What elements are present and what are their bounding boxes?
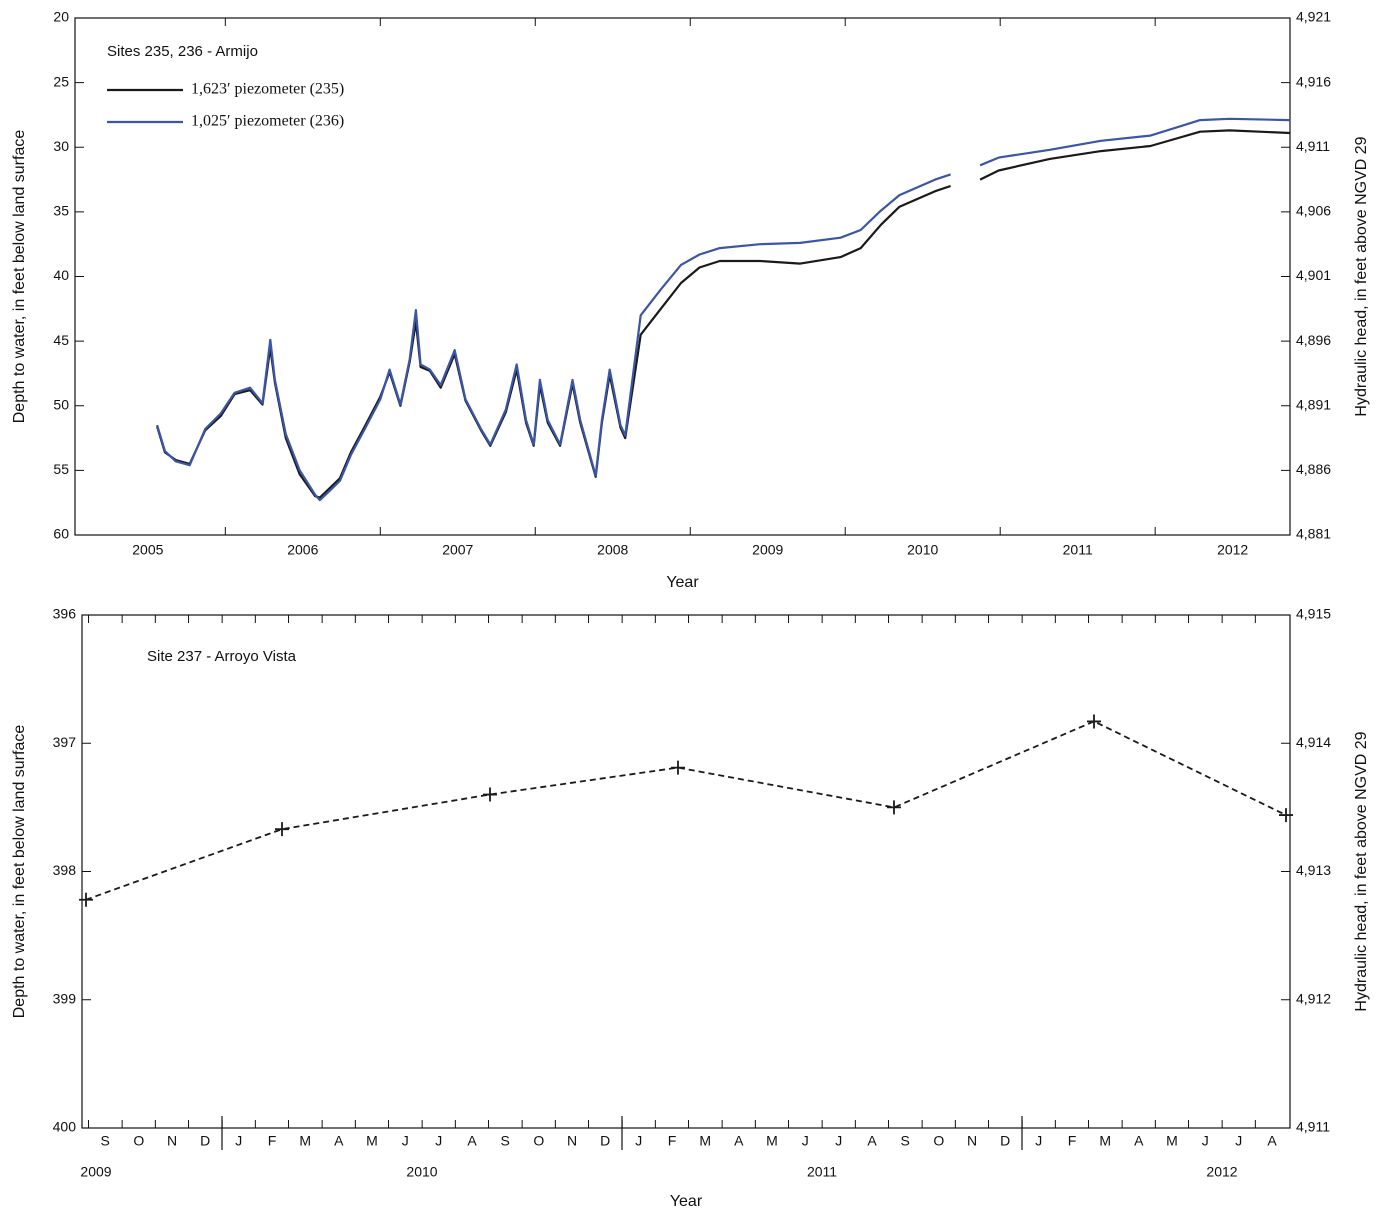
series-line xyxy=(85,720,1287,901)
y-tick-label: 30 xyxy=(53,138,69,154)
x-tick-label: O xyxy=(133,1133,144,1149)
y2-tick-label: 4,912 xyxy=(1296,990,1331,1006)
x-tick-label: J xyxy=(1035,1133,1042,1149)
x-tick-label: N xyxy=(967,1133,977,1149)
x-tick-label: 2011 xyxy=(1063,542,1093,558)
y2-tick-label: 4,915 xyxy=(1296,606,1331,622)
data-point xyxy=(275,822,289,837)
panel-title: Site 237 - Arroyo Vista xyxy=(147,648,297,665)
y2-axis-label: Hydraulic head, in feet above NGVD 29 xyxy=(1353,731,1370,1011)
series-line xyxy=(156,129,1291,499)
y2-axis-label: Hydraulic head, in feet above NGVD 29 xyxy=(1353,136,1370,416)
y2-tick-label: 4,914 xyxy=(1296,734,1331,750)
y2-tick-label: 4,906 xyxy=(1296,203,1331,219)
y-tick-label: 60 xyxy=(53,526,69,542)
y-tick-label: 40 xyxy=(53,267,69,283)
y2-tick-label: 4,911 xyxy=(1296,1119,1330,1135)
x-tick-label: N xyxy=(167,1133,177,1149)
data-point xyxy=(79,892,93,907)
y2-tick-label: 4,881 xyxy=(1296,526,1331,542)
legend-label: 1,025′ piezometer (236) xyxy=(191,113,344,130)
x-tick-label: 2006 xyxy=(287,542,318,558)
y2-tick-label: 4,921 xyxy=(1296,9,1331,25)
x-tick-label: A xyxy=(734,1133,744,1149)
data-point xyxy=(671,760,685,775)
y-tick-label: 35 xyxy=(53,203,69,219)
y2-tick-label: 4,891 xyxy=(1296,396,1331,412)
y-tick-label: 25 xyxy=(53,73,69,89)
x-tick-label: S xyxy=(101,1133,110,1149)
y2-tick-label: 4,886 xyxy=(1296,461,1331,477)
x-tick-label: A xyxy=(1267,1133,1277,1149)
x-tick-label: J xyxy=(835,1133,842,1149)
y2-tick-label: 4,901 xyxy=(1296,267,1331,283)
x-tick-label: M xyxy=(366,1133,378,1149)
x-tick-label: J xyxy=(1202,1133,1209,1149)
x-tick-label: D xyxy=(200,1133,210,1149)
x-tick-label: 2007 xyxy=(442,542,473,558)
x-tick-label: S xyxy=(901,1133,910,1149)
y-tick-label: 20 xyxy=(53,9,69,25)
x-tick-label: J xyxy=(1235,1133,1242,1149)
y-tick-label: 55 xyxy=(53,461,69,477)
series-line xyxy=(156,117,1291,502)
x-tick-label: 2005 xyxy=(132,542,163,558)
x-tick-label: M xyxy=(1099,1133,1111,1149)
year-label: 2010 xyxy=(406,1164,437,1180)
x-axis-label: Year xyxy=(670,1193,703,1210)
year-label: 2009 xyxy=(80,1164,111,1180)
x-tick-label: M xyxy=(299,1133,311,1149)
x-tick-label: A xyxy=(334,1133,344,1149)
x-tick-label: J xyxy=(402,1133,409,1149)
x-tick-label: A xyxy=(1134,1133,1144,1149)
year-label: 2011 xyxy=(807,1164,837,1180)
x-tick-label: N xyxy=(567,1133,577,1149)
y2-tick-label: 4,916 xyxy=(1296,73,1331,89)
x-tick-label: M xyxy=(699,1133,711,1149)
y-axis-label: Depth to water, in feet below land surfa… xyxy=(11,725,28,1019)
x-tick-label: 2010 xyxy=(907,542,938,558)
data-point xyxy=(1279,808,1293,823)
x-tick-label: F xyxy=(668,1133,677,1149)
x-tick-label: 2009 xyxy=(752,542,783,558)
y2-tick-label: 4,913 xyxy=(1296,862,1331,878)
x-tick-label: D xyxy=(600,1133,610,1149)
x-tick-label: J xyxy=(235,1133,242,1149)
x-tick-label: S xyxy=(501,1133,510,1149)
x-tick-label: 2008 xyxy=(597,542,628,558)
x-tick-label: F xyxy=(268,1133,277,1149)
y-tick-label: 45 xyxy=(53,332,69,348)
y-tick-label: 50 xyxy=(53,396,69,412)
y-tick-label: 396 xyxy=(53,606,77,622)
data-point xyxy=(483,787,497,802)
panel-title: Sites 235, 236 - Armijo xyxy=(107,43,258,60)
x-tick-label: A xyxy=(467,1133,477,1149)
x-tick-label: M xyxy=(766,1133,778,1149)
data-point xyxy=(1087,714,1101,729)
legend-label: 1,623′ piezometer (235) xyxy=(191,81,344,98)
x-tick-label: O xyxy=(933,1133,944,1149)
data-point xyxy=(887,800,901,815)
y-tick-label: 399 xyxy=(53,990,77,1006)
y-tick-label: 398 xyxy=(53,862,77,878)
x-tick-label: A xyxy=(867,1133,877,1149)
x-tick-label: J xyxy=(802,1133,809,1149)
x-tick-label: J xyxy=(635,1133,642,1149)
x-tick-label: O xyxy=(533,1133,544,1149)
y-tick-label: 397 xyxy=(53,734,77,750)
x-tick-label: M xyxy=(1166,1133,1178,1149)
y2-tick-label: 4,911 xyxy=(1296,138,1330,154)
plot-frame xyxy=(81,614,1291,1129)
y-tick-label: 400 xyxy=(53,1119,77,1135)
x-tick-label: J xyxy=(435,1133,442,1149)
y-axis-label: Depth to water, in feet below land surfa… xyxy=(11,130,28,424)
x-tick-label: D xyxy=(1000,1133,1010,1149)
year-label: 2012 xyxy=(1206,1164,1237,1180)
x-tick-label: 2012 xyxy=(1217,542,1248,558)
x-tick-label: F xyxy=(1068,1133,1077,1149)
y2-tick-label: 4,896 xyxy=(1296,332,1331,348)
x-axis-label: Year xyxy=(666,574,699,591)
